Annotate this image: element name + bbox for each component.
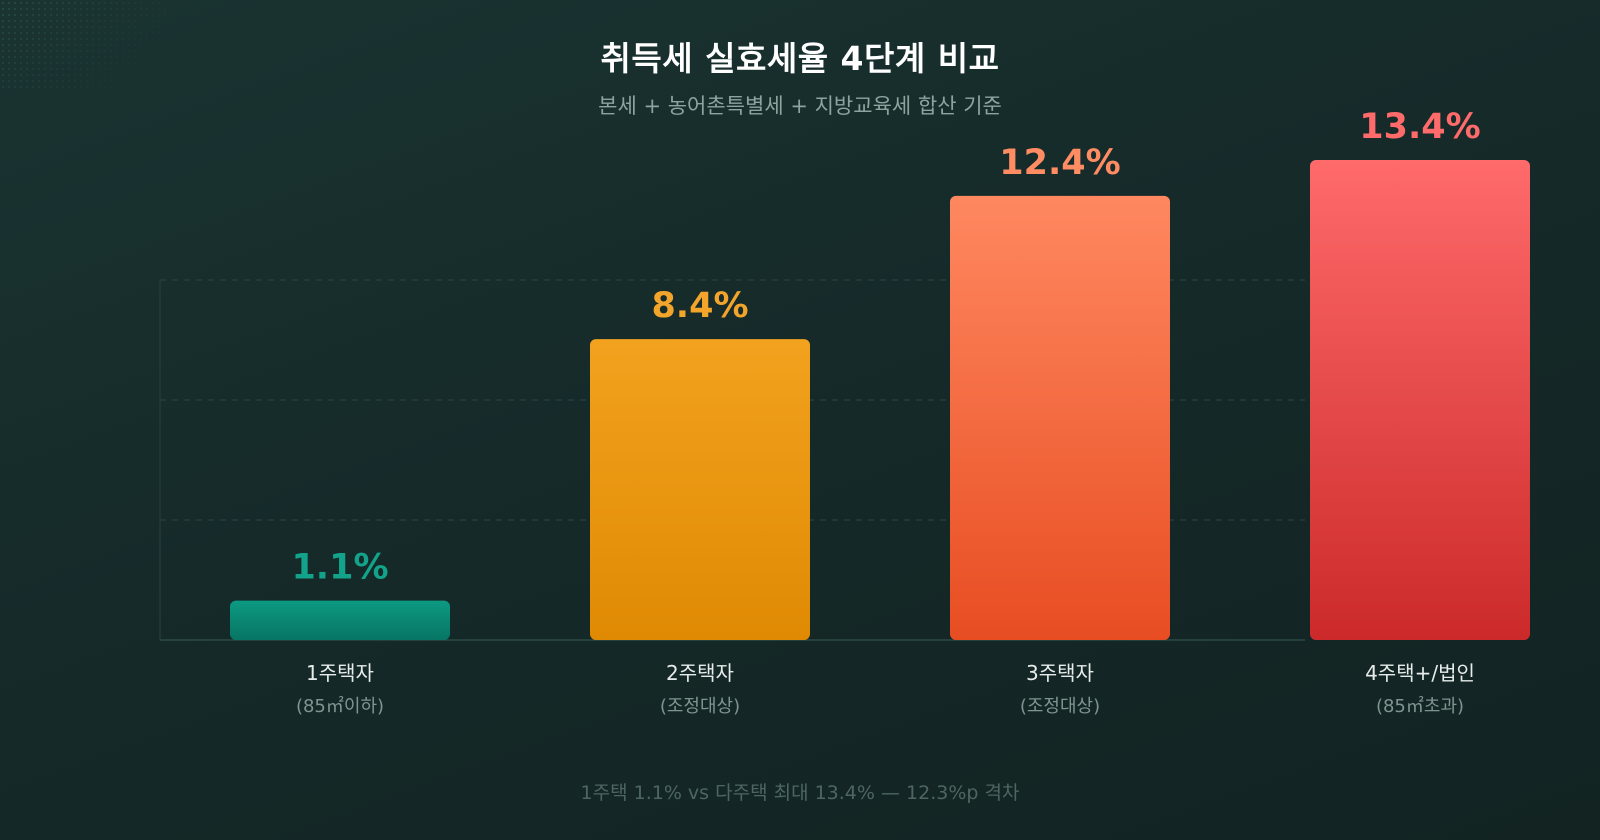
category-label-2: 2주택자	[666, 661, 734, 685]
bar-1	[230, 600, 450, 640]
decorative-dot-pattern	[0, 0, 170, 90]
bar-2	[590, 339, 810, 640]
footer-note: 1주택 1.1% vs 다주택 최대 13.4% — 12.3%p 격차	[580, 782, 1020, 804]
category-note-2: (조정대상)	[660, 696, 740, 717]
category-note-3: (조정대상)	[1020, 696, 1100, 717]
category-note-1: (85㎡이하)	[296, 695, 384, 717]
bar-3	[950, 195, 1170, 640]
value-label-4: 13.4%	[1359, 107, 1480, 147]
bars	[230, 160, 1530, 640]
category-label-1: 1주택자	[306, 661, 374, 685]
chart-title: 취득세 실효세율 4단계 비교	[600, 39, 1000, 78]
value-label-2: 8.4%	[651, 286, 748, 326]
category-note-4: (85㎡초과)	[1376, 695, 1464, 717]
category-label-3: 3주택자	[1026, 661, 1094, 685]
labels: 1.1% 1주택자 (85㎡이하) 8.4% 2주택자 (조정대상) 12.4% 3주택자 (조…	[291, 107, 1480, 717]
value-label-1: 1.1%	[291, 548, 388, 588]
chart-subtitle: 본세 + 농어촌특별세 + 지방교육세 합산 기준	[598, 94, 1002, 118]
value-label-3: 12.4%	[999, 143, 1120, 183]
category-label-4: 4주택+/법인	[1365, 661, 1475, 685]
bar-4	[1310, 160, 1530, 640]
